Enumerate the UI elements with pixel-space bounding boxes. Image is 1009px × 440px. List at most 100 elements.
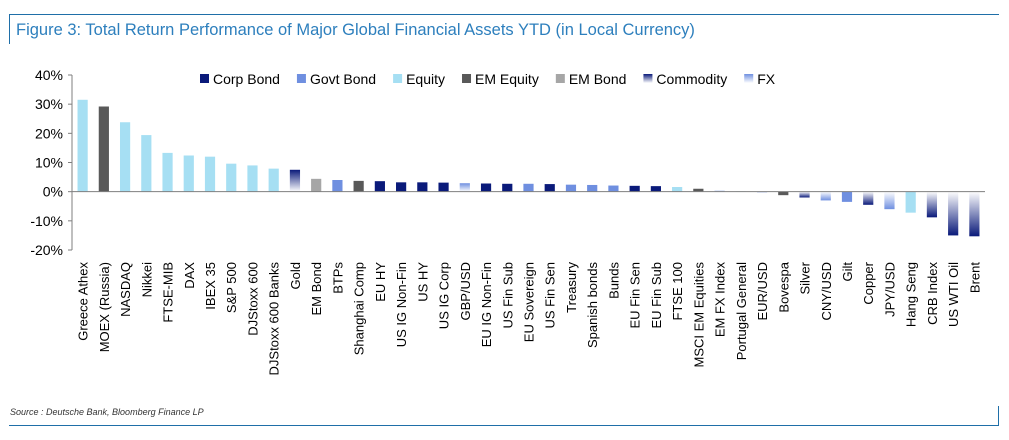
x-tick-label: Brent	[967, 262, 982, 293]
x-tick-label: GBP/USD	[458, 262, 473, 321]
bar-ibex-35	[204, 156, 216, 192]
x-tick-label: Bunds	[606, 262, 621, 299]
bar-dax	[183, 155, 194, 192]
legend-label-equity: Equity	[406, 71, 445, 87]
x-tick-label: CNY/USD	[819, 262, 834, 321]
bar-eu-sovereign	[523, 183, 534, 192]
x-tick-label: EU Sovereign	[522, 262, 537, 342]
legend-swatch-govt-bond	[296, 74, 306, 83]
x-tick-label: EM Bond	[309, 262, 324, 315]
x-tick-label: EUR/USD	[755, 262, 770, 321]
bar-us-hy	[417, 182, 428, 192]
x-tick-label: MOEX (Russia)	[97, 262, 112, 352]
x-tick-label: Portugal General	[734, 262, 749, 360]
bar-btps	[332, 180, 343, 192]
bar-eu-ig-non-fin	[480, 183, 492, 192]
x-tick-label: Hang Seng	[904, 262, 919, 327]
bar-bunds	[608, 185, 619, 192]
bar-jpy-usd	[884, 191, 895, 210]
x-tick-label: Gold	[288, 262, 303, 289]
figure-title: Figure 3: Total Return Performance of Ma…	[16, 21, 695, 39]
x-tick-label: FTSE-MIB	[161, 262, 176, 323]
bar-us-ig-corp	[438, 182, 449, 192]
bar-brent	[969, 191, 980, 237]
frame-bottom-rule	[9, 425, 999, 426]
x-tick-label: US Fin Sen	[543, 262, 558, 328]
legend-swatch-commodity	[643, 74, 653, 83]
y-tick-label: 10%	[35, 155, 63, 171]
legend-label-corp-bond: Corp Bond	[213, 71, 280, 87]
x-tick-label: IBEX 35	[203, 262, 218, 310]
y-tick-label: 0%	[43, 184, 63, 200]
bar-greece-athex	[77, 99, 88, 192]
legend-label-em-equity: EM Equity	[475, 71, 539, 87]
bar-gold	[289, 169, 301, 192]
legend-label-govt-bond: Govt Bond	[310, 71, 376, 87]
bar-us-fin-sub	[502, 183, 513, 192]
y-tick-label: -10%	[30, 213, 63, 229]
x-tick-label: BTPs	[330, 262, 345, 294]
bar-hang-seng	[905, 191, 916, 213]
x-tick-label: Bovespa	[776, 261, 791, 312]
frame-top-rule	[9, 14, 999, 15]
x-tick-label: Nikkei	[139, 262, 154, 298]
bar-ftse-mib	[162, 152, 173, 192]
bar-bovespa	[778, 191, 789, 196]
x-tick-label: US IG Non-Fin	[394, 262, 409, 347]
bar-cny-usd	[820, 191, 831, 201]
x-tick-label: EU Fin Sen	[628, 262, 643, 328]
bar-nasdaq	[119, 122, 131, 192]
x-tick-label: MSCI EM Equities	[691, 262, 706, 368]
x-tick-label: US WTI Oil	[946, 262, 961, 327]
bar-us-ig-non-fin	[396, 182, 407, 192]
x-tick-label: DJStoxx 600 Banks	[267, 262, 282, 376]
frame-left-rule	[9, 14, 10, 44]
x-tick-label: FTSE 100	[670, 262, 685, 321]
y-tick-label: 20%	[35, 125, 63, 141]
bar-eu-fin-sen	[629, 185, 640, 192]
x-tick-label: DAX	[182, 262, 197, 289]
x-tick-label: US IG Corp	[437, 262, 452, 329]
x-tick-label: Shanghai Comp	[352, 262, 367, 355]
axis-layer: -20% -10% 0% 10% 20% 30% 40% Greece Athex MOEX (…	[30, 67, 985, 375]
legend-swatch-corp-bond	[200, 74, 209, 83]
y-tick-label: 30%	[35, 96, 63, 112]
frame-right-rule	[998, 406, 999, 425]
y-tick-label: 40%	[35, 67, 63, 83]
x-tick-label: EU Fin Sub	[649, 262, 664, 328]
bar-gbp-usd	[459, 183, 470, 192]
x-tick-label: NASDAQ	[118, 262, 133, 317]
bar-eu-hy	[374, 181, 385, 192]
bar-chart: -20% -10% 0% 10% 20% 30% 40% Greece Athex MOEX (…	[30, 67, 985, 375]
legend-label-commodity: Commodity	[656, 71, 727, 87]
x-tick-label: US Fin Sub	[500, 262, 515, 328]
x-tick-label: Treasury	[564, 262, 579, 313]
x-tick-label: JPY/USD	[882, 262, 897, 317]
bar-ftse-100	[672, 187, 683, 192]
bar-eu-fin-sub	[650, 186, 661, 192]
x-tick-label: DJStoxx 600	[245, 262, 260, 336]
bar-gilt	[841, 191, 853, 202]
bar-us-wti-oil	[948, 191, 959, 236]
bar-us-fin-sen	[544, 184, 555, 192]
x-tick-label: EU IG Non-Fin	[479, 262, 494, 347]
x-tick-label: Copper	[861, 261, 876, 304]
x-tick-label: US HY	[415, 262, 430, 302]
legend-label-em-bond: EM Bond	[569, 71, 627, 87]
legend-label-fx: FX	[757, 71, 776, 87]
x-tick-label: Spanish bonds	[585, 262, 600, 349]
bar-djstoxx-600-banks	[268, 168, 279, 192]
legend-swatch-em-bond	[555, 74, 565, 83]
bar-s-p-500	[226, 163, 237, 192]
x-tick-label: Silver	[798, 261, 813, 294]
bar-shanghai-comp	[353, 180, 364, 192]
bar-msci-em-equities	[693, 188, 704, 192]
x-tick-label: EM FX Index	[713, 262, 728, 338]
bar-copper	[863, 191, 874, 205]
chart-legend: Corp Bond Govt Bond Equity EM Equity EM Bond…	[200, 71, 776, 87]
x-tick-label: EU HY	[373, 262, 388, 302]
x-tick-label: Greece Athex	[76, 262, 91, 341]
bar-em-bond	[311, 178, 322, 192]
legend-swatch-equity	[393, 74, 403, 83]
bar-nikkei	[141, 135, 152, 192]
